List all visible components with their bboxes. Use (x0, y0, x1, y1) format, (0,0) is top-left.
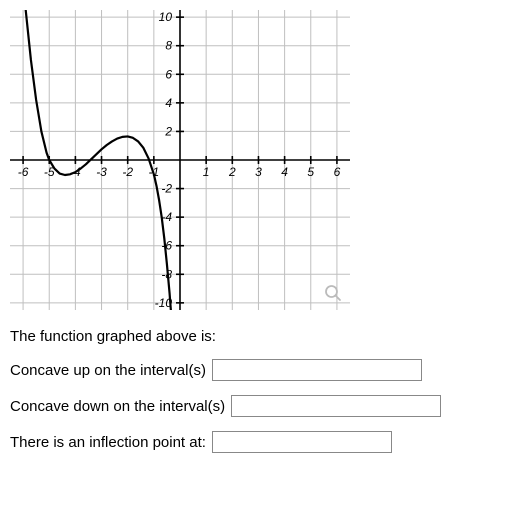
svg-text:6: 6 (334, 165, 341, 179)
svg-text:5: 5 (307, 165, 314, 179)
q1-label: Concave up on the interval(s) (10, 362, 206, 379)
svg-text:4: 4 (165, 96, 172, 110)
svg-text:3: 3 (255, 165, 262, 179)
svg-text:1: 1 (203, 165, 210, 179)
svg-text:-3: -3 (96, 165, 107, 179)
question-inflection: There is an inflection point at: (10, 431, 499, 453)
svg-text:4: 4 (281, 165, 288, 179)
svg-text:6: 6 (165, 67, 172, 81)
zoom-icon[interactable] (324, 284, 342, 302)
svg-text:8: 8 (165, 39, 172, 53)
q2-input[interactable] (231, 395, 441, 417)
function-chart: -6-5-4-3-2-1123456-10-8-6-4-2246810 (10, 10, 350, 310)
q1-input[interactable] (212, 359, 422, 381)
q3-input[interactable] (212, 431, 392, 453)
question-concave-up: Concave up on the interval(s) (10, 359, 499, 381)
svg-text:-2: -2 (122, 165, 133, 179)
svg-text:10: 10 (159, 10, 173, 24)
intro-text: The function graphed above is: (10, 328, 499, 345)
q2-label: Concave down on the interval(s) (10, 398, 225, 415)
svg-text:-6: -6 (18, 165, 29, 179)
svg-text:2: 2 (228, 165, 236, 179)
chart-svg: -6-5-4-3-2-1123456-10-8-6-4-2246810 (10, 10, 350, 310)
svg-text:-6: -6 (161, 239, 172, 253)
svg-text:-2: -2 (161, 182, 172, 196)
question-concave-down: Concave down on the interval(s) (10, 395, 499, 417)
q3-label: There is an inflection point at: (10, 434, 206, 451)
svg-text:2: 2 (164, 124, 172, 138)
